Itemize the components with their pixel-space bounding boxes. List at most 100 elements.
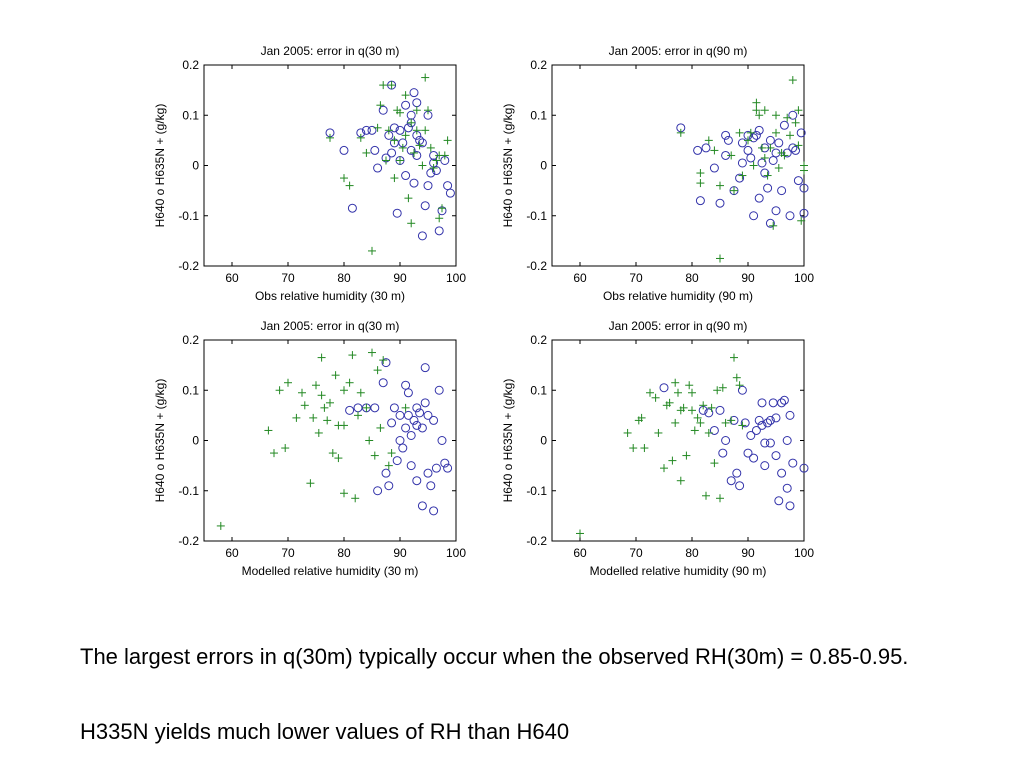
point-h640 [788, 143, 798, 153]
point-h640 [431, 166, 441, 176]
point-h635n [651, 393, 660, 402]
point-h640 [796, 128, 806, 138]
point-h635n [435, 214, 444, 223]
y-tick-label: -0.1 [178, 484, 199, 498]
point-h640 [735, 481, 745, 491]
point-h640 [777, 186, 787, 196]
point-h635n [646, 388, 654, 397]
point-h640 [763, 418, 773, 428]
point-h635n [688, 388, 696, 397]
chart-panel-1: 60 70 80 90 100 -0.2 -0.1 0 0.1 0.2 Jan 2005: erro… [153, 44, 466, 303]
point-h640 [788, 458, 798, 468]
point-h640 [749, 211, 759, 221]
point-h635n [654, 428, 663, 437]
point-h640 [412, 420, 422, 430]
point-h635n [688, 406, 696, 415]
point-h640 [443, 463, 453, 473]
point-h640 [403, 123, 413, 133]
point-h635n [727, 416, 736, 425]
point-h635n [660, 464, 668, 473]
point-h635n [354, 411, 362, 420]
point-h640 [721, 130, 731, 140]
point-h640 [373, 486, 383, 496]
x-tick-label: 60 [573, 271, 587, 285]
point-h640 [426, 168, 436, 178]
point-h640 [409, 88, 419, 98]
point-h640 [760, 168, 770, 178]
point-h640 [378, 105, 388, 115]
point-h640 [429, 506, 439, 516]
point-h640 [757, 420, 767, 430]
point-h640 [726, 476, 736, 486]
charts-figure: 60 70 80 90 100 -0.2 -0.1 0 0.1 0.2 Jan 2005: erro… [153, 44, 814, 578]
point-h635n [696, 418, 705, 427]
y-tick-label: -0.2 [178, 534, 199, 548]
point-h635n [704, 136, 713, 145]
point-h640 [381, 468, 391, 478]
point-h640 [420, 363, 430, 373]
point-h635n [284, 378, 292, 387]
point-h635n [376, 101, 385, 110]
point-h635n [800, 161, 808, 170]
y-tick-label: 0 [192, 159, 199, 173]
point-h635n [727, 151, 736, 160]
point-h635n [696, 169, 705, 178]
y-tick-label: -0.1 [526, 484, 547, 498]
point-h640 [704, 408, 714, 418]
plot-area [551, 64, 805, 267]
point-h640 [760, 461, 770, 471]
point-h635n [376, 423, 385, 432]
point-h640 [345, 405, 355, 415]
point-h635n [665, 398, 674, 407]
point-h635n [623, 428, 632, 437]
point-h635n [718, 383, 727, 392]
point-h635n [351, 494, 360, 503]
point-h640 [788, 110, 798, 120]
point-h635n [384, 126, 393, 135]
point-h640 [412, 476, 422, 486]
point-h635n [415, 141, 424, 150]
point-h635n [772, 111, 780, 120]
point-h640 [443, 181, 453, 191]
x-tick-label: 80 [685, 271, 699, 285]
point-h635n [331, 371, 340, 380]
y-tick-label: -0.2 [526, 534, 547, 548]
point-h640 [709, 163, 719, 173]
chart-title: Jan 2005: error in q(90 m) [609, 319, 748, 333]
point-h640 [389, 403, 399, 413]
point-h635n [328, 449, 337, 458]
point-h635n [390, 136, 399, 145]
x-axis-label: Obs relative humidity (90 m) [603, 289, 753, 303]
point-h640 [401, 423, 411, 433]
point-h635n [362, 148, 371, 157]
y-tick-label: -0.1 [178, 209, 199, 223]
point-h635n [710, 146, 719, 155]
point-h635n [345, 181, 354, 190]
point-h635n [746, 128, 755, 137]
point-h640 [779, 395, 789, 405]
point-h640 [746, 430, 756, 440]
point-h640 [387, 148, 397, 158]
point-h640 [737, 138, 747, 148]
point-h635n [407, 118, 416, 127]
point-h635n [356, 133, 365, 142]
x-tick-label: 90 [741, 546, 755, 560]
point-h640 [440, 458, 450, 468]
point-h635n [774, 164, 783, 173]
point-h640 [423, 410, 433, 420]
point-h635n [704, 428, 713, 437]
point-h635n [368, 348, 376, 357]
point-h635n [345, 378, 354, 387]
point-h640 [760, 438, 770, 448]
point-h640 [785, 501, 795, 511]
point-h640 [751, 130, 761, 140]
y-axis-label: H640 o H635N + (g/kg) [501, 379, 515, 503]
y-axis-label: H640 o H635N + (g/kg) [153, 379, 167, 503]
point-h640 [791, 145, 801, 155]
point-h635n [362, 403, 371, 412]
x-tick-label: 100 [794, 546, 814, 560]
y-tick-label: 0.2 [530, 333, 547, 347]
plot-area [551, 339, 805, 542]
chart-panel-4: 60 70 80 90 100 -0.2 -0.1 0 0.1 0.2 Jan 2005: erro… [501, 319, 814, 578]
plot-area [203, 64, 457, 267]
